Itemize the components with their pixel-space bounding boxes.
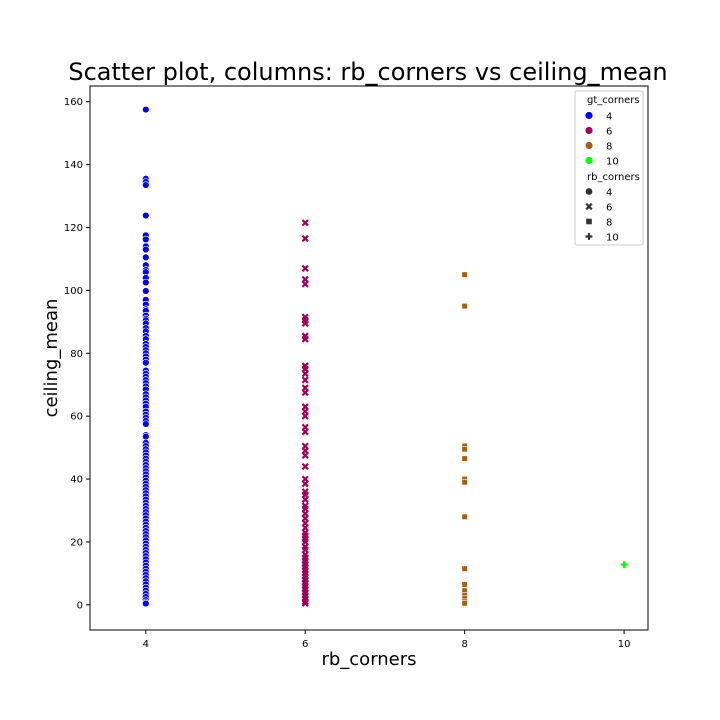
x-axis-label: rb_corners	[321, 649, 416, 670]
legend-style-label: 10	[606, 233, 619, 244]
legend-hue-label: 8	[606, 142, 612, 153]
legend-style-marker	[585, 202, 593, 211]
chart-title: Scatter plot, columns: rb_corners vs cei…	[68, 58, 667, 86]
data-point	[142, 105, 150, 114]
legend-hue-label: 10	[606, 157, 619, 168]
y-tick-label: 140	[64, 160, 83, 171]
legend-hue-marker	[585, 126, 593, 135]
data-point	[620, 561, 628, 568]
data-point	[461, 581, 468, 588]
data-point	[301, 280, 309, 288]
data-point	[142, 432, 150, 441]
data-point	[301, 234, 309, 243]
data-point	[142, 287, 150, 295]
legend-hue-marker	[585, 111, 593, 120]
data-point	[301, 335, 309, 343]
data-point	[301, 495, 309, 504]
y-tick-label: 40	[70, 475, 83, 486]
legend-style-label: 8	[606, 218, 612, 229]
data-point	[461, 303, 468, 310]
data-point	[301, 599, 309, 607]
legend-items: 4 6 8 10 4 6 8 10	[585, 111, 619, 244]
data-point	[301, 462, 309, 471]
data-point	[301, 451, 309, 460]
legend: gt_corners rb_corners 4 6 8 10 4 6 8 10	[574, 90, 644, 246]
data-point	[301, 219, 309, 227]
data-point	[301, 480, 309, 488]
x-tick-label: 10	[618, 639, 631, 650]
y-tick-label: 20	[70, 537, 83, 548]
data-point	[301, 264, 309, 272]
data-point	[142, 599, 150, 608]
legend-style-label: 4	[606, 188, 612, 199]
data-point	[301, 319, 309, 327]
data-point	[301, 376, 309, 384]
legend-hue-title: gt_corners	[587, 95, 640, 106]
legend-hue-label: 4	[606, 112, 612, 123]
y-tick-label: 160	[64, 97, 83, 108]
data-point	[301, 412, 309, 420]
y-tick-label: 120	[64, 223, 83, 234]
legend-hue-marker	[585, 156, 593, 165]
x-tick-label: 4	[143, 639, 149, 650]
data-point	[301, 598, 309, 606]
data-point	[301, 428, 309, 436]
x-tick-label: 6	[302, 639, 308, 650]
data-point	[461, 565, 468, 572]
data-point	[461, 455, 468, 462]
data-point	[142, 211, 150, 220]
data-point	[142, 278, 150, 287]
data-points	[142, 105, 628, 608]
legend-style-marker	[585, 188, 593, 195]
legend-style-label: 6	[606, 203, 612, 214]
data-point	[142, 420, 150, 428]
plot-frame	[89, 85, 649, 631]
data-point	[461, 513, 468, 520]
y-axis-ticks: 0 20 40 60 80 100 120 140 160	[64, 97, 90, 611]
data-point	[142, 253, 150, 262]
legend-style-marker	[585, 233, 593, 240]
legend-style-title: rb_corners	[587, 172, 640, 183]
data-point	[301, 389, 309, 397]
y-tick-label: 80	[70, 349, 83, 360]
y-tick-label: 100	[64, 286, 83, 297]
y-tick-label: 0	[77, 600, 83, 611]
y-axis-label: ceiling_mean	[41, 299, 62, 418]
x-tick-label: 8	[461, 639, 467, 650]
data-point	[301, 370, 309, 378]
data-point	[461, 446, 468, 453]
data-point	[142, 359, 150, 367]
x-axis-ticks: 4 6 8 10	[143, 630, 631, 650]
data-point	[142, 235, 150, 244]
y-tick-label: 60	[70, 412, 83, 423]
data-point	[461, 600, 468, 607]
legend-style-marker	[586, 218, 592, 225]
legend-hue-marker	[585, 141, 593, 150]
data-point	[461, 479, 468, 486]
data-point	[142, 245, 150, 254]
data-point	[461, 271, 468, 278]
data-point	[142, 181, 150, 189]
legend-hue-label: 6	[606, 127, 612, 138]
